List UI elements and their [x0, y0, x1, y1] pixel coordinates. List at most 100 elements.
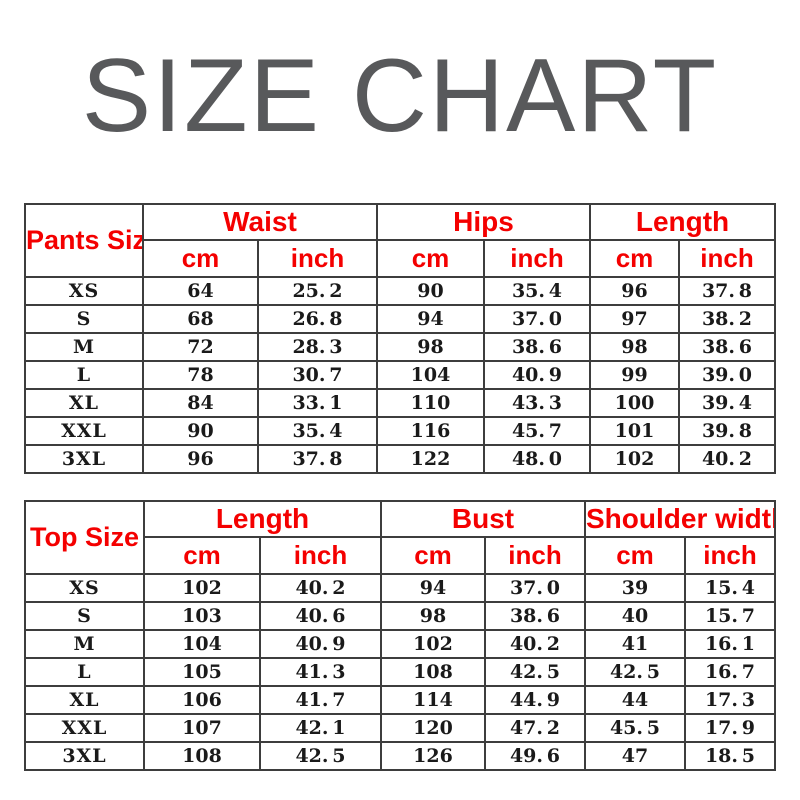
size-cell: 3XL: [23, 741, 145, 772]
value-cell: 17. 3: [684, 685, 776, 716]
value-cell: 15. 4: [684, 573, 776, 604]
value-cell: 98: [589, 332, 680, 363]
table-row: S 68 26. 8 94 37. 0 97 38. 2: [23, 304, 776, 335]
value-cell: 35. 4: [483, 276, 591, 307]
top-size-label: Top Size: [23, 500, 145, 576]
value-cell: 105: [142, 657, 261, 688]
value-cell: 49. 6: [483, 741, 587, 772]
table-row: XL 106 41. 7 114 44. 9 44 17. 3: [23, 685, 776, 716]
value-cell: 68: [141, 304, 259, 335]
size-cell: XL: [23, 685, 145, 716]
column-group-waist: Waist: [141, 203, 379, 242]
unit-header-inch: inch: [678, 239, 776, 279]
size-cell: XS: [23, 573, 145, 604]
value-cell: 104: [142, 629, 261, 660]
value-cell: 37. 0: [483, 573, 587, 604]
size-cell: XXL: [23, 713, 145, 744]
column-group-shoulder-width: Shoulder width: [584, 500, 776, 539]
value-cell: 38. 6: [483, 601, 587, 632]
value-cell: 98: [379, 601, 486, 632]
unit-header-cm: cm: [142, 536, 261, 576]
value-cell: 18. 5: [684, 741, 776, 772]
value-cell: 99: [589, 360, 680, 391]
value-cell: 103: [142, 601, 261, 632]
unit-header-inch: inch: [483, 536, 587, 576]
value-cell: 40. 9: [483, 360, 591, 391]
value-cell: 102: [379, 629, 486, 660]
value-cell: 116: [376, 416, 485, 447]
unit-header-row: cm inch cm inch cm inch: [25, 239, 776, 279]
value-cell: 26. 8: [256, 304, 379, 335]
value-cell: 122: [376, 444, 485, 475]
value-cell: 37. 0: [483, 304, 591, 335]
table-row: XXL 107 42. 1 120 47. 2 45. 5 17. 9: [23, 713, 776, 744]
value-cell: 42. 1: [258, 713, 382, 744]
value-cell: 96: [141, 444, 259, 475]
unit-header-inch: inch: [258, 536, 382, 576]
unit-header-cm: cm: [584, 536, 686, 576]
table-row: 3XL 96 37. 8 122 48. 0 102 40. 2: [23, 444, 776, 475]
table-row: XXL 90 35. 4 116 45. 7 101 39. 8: [23, 416, 776, 447]
unit-header-row: cm inch cm inch cm inch: [25, 536, 776, 576]
value-cell: 94: [379, 573, 486, 604]
value-cell: 39: [584, 573, 686, 604]
size-cell: S: [23, 304, 144, 335]
pants-size-label: Pants Size: [23, 203, 144, 279]
value-cell: 39. 4: [678, 388, 776, 419]
value-cell: 47. 2: [483, 713, 587, 744]
size-cell: 3XL: [23, 444, 144, 475]
value-cell: 37. 8: [678, 276, 776, 307]
size-cell: M: [23, 332, 144, 363]
value-cell: 25. 2: [256, 276, 379, 307]
size-cell: L: [23, 657, 145, 688]
value-cell: 40. 2: [258, 573, 382, 604]
size-cell: S: [23, 601, 145, 632]
value-cell: 106: [142, 685, 261, 716]
value-cell: 44. 9: [483, 685, 587, 716]
page-title: SIZE CHART: [81, 38, 719, 154]
column-group-hips: Hips: [376, 203, 591, 242]
value-cell: 44: [584, 685, 686, 716]
value-cell: 41. 3: [258, 657, 382, 688]
value-cell: 35. 4: [256, 416, 379, 447]
value-cell: 28. 3: [256, 332, 379, 363]
value-cell: 41. 7: [258, 685, 382, 716]
table-row: S 103 40. 6 98 38. 6 40 15. 7: [23, 601, 776, 632]
table-row: XS 102 40. 2 94 37. 0 39 15. 4: [23, 573, 776, 604]
value-cell: 33. 1: [256, 388, 379, 419]
unit-header-cm: cm: [379, 536, 486, 576]
value-cell: 30. 7: [256, 360, 379, 391]
value-cell: 48. 0: [483, 444, 591, 475]
value-cell: 47: [584, 741, 686, 772]
value-cell: 45. 5: [584, 713, 686, 744]
value-cell: 40. 2: [483, 629, 587, 660]
value-cell: 110: [376, 388, 485, 419]
column-group-length: Length: [142, 500, 382, 539]
value-cell: 16. 7: [684, 657, 776, 688]
value-cell: 40. 2: [678, 444, 776, 475]
value-cell: 84: [141, 388, 259, 419]
value-cell: 94: [376, 304, 485, 335]
table-row: M 104 40. 9 102 40. 2 41 16. 1: [23, 629, 776, 660]
table-row: XL 84 33. 1 110 43. 3 100 39. 4: [23, 388, 776, 419]
value-cell: 101: [589, 416, 680, 447]
value-cell: 108: [379, 657, 486, 688]
value-cell: 102: [142, 573, 261, 604]
value-cell: 64: [141, 276, 259, 307]
value-cell: 120: [379, 713, 486, 744]
value-cell: 39. 8: [678, 416, 776, 447]
value-cell: 45. 7: [483, 416, 591, 447]
value-cell: 41: [584, 629, 686, 660]
unit-header-inch: inch: [483, 239, 591, 279]
value-cell: 72: [141, 332, 259, 363]
table-row: M 72 28. 3 98 38. 6 98 38. 6: [23, 332, 776, 363]
pants-size-table: Pants Size Waist Hips Length cm inch cm …: [23, 203, 776, 475]
column-group-bust: Bust: [379, 500, 587, 539]
value-cell: 108: [142, 741, 261, 772]
value-cell: 42. 5: [584, 657, 686, 688]
value-cell: 104: [376, 360, 485, 391]
column-group-length: Length: [589, 203, 776, 242]
size-cell: XXL: [23, 416, 144, 447]
value-cell: 114: [379, 685, 486, 716]
